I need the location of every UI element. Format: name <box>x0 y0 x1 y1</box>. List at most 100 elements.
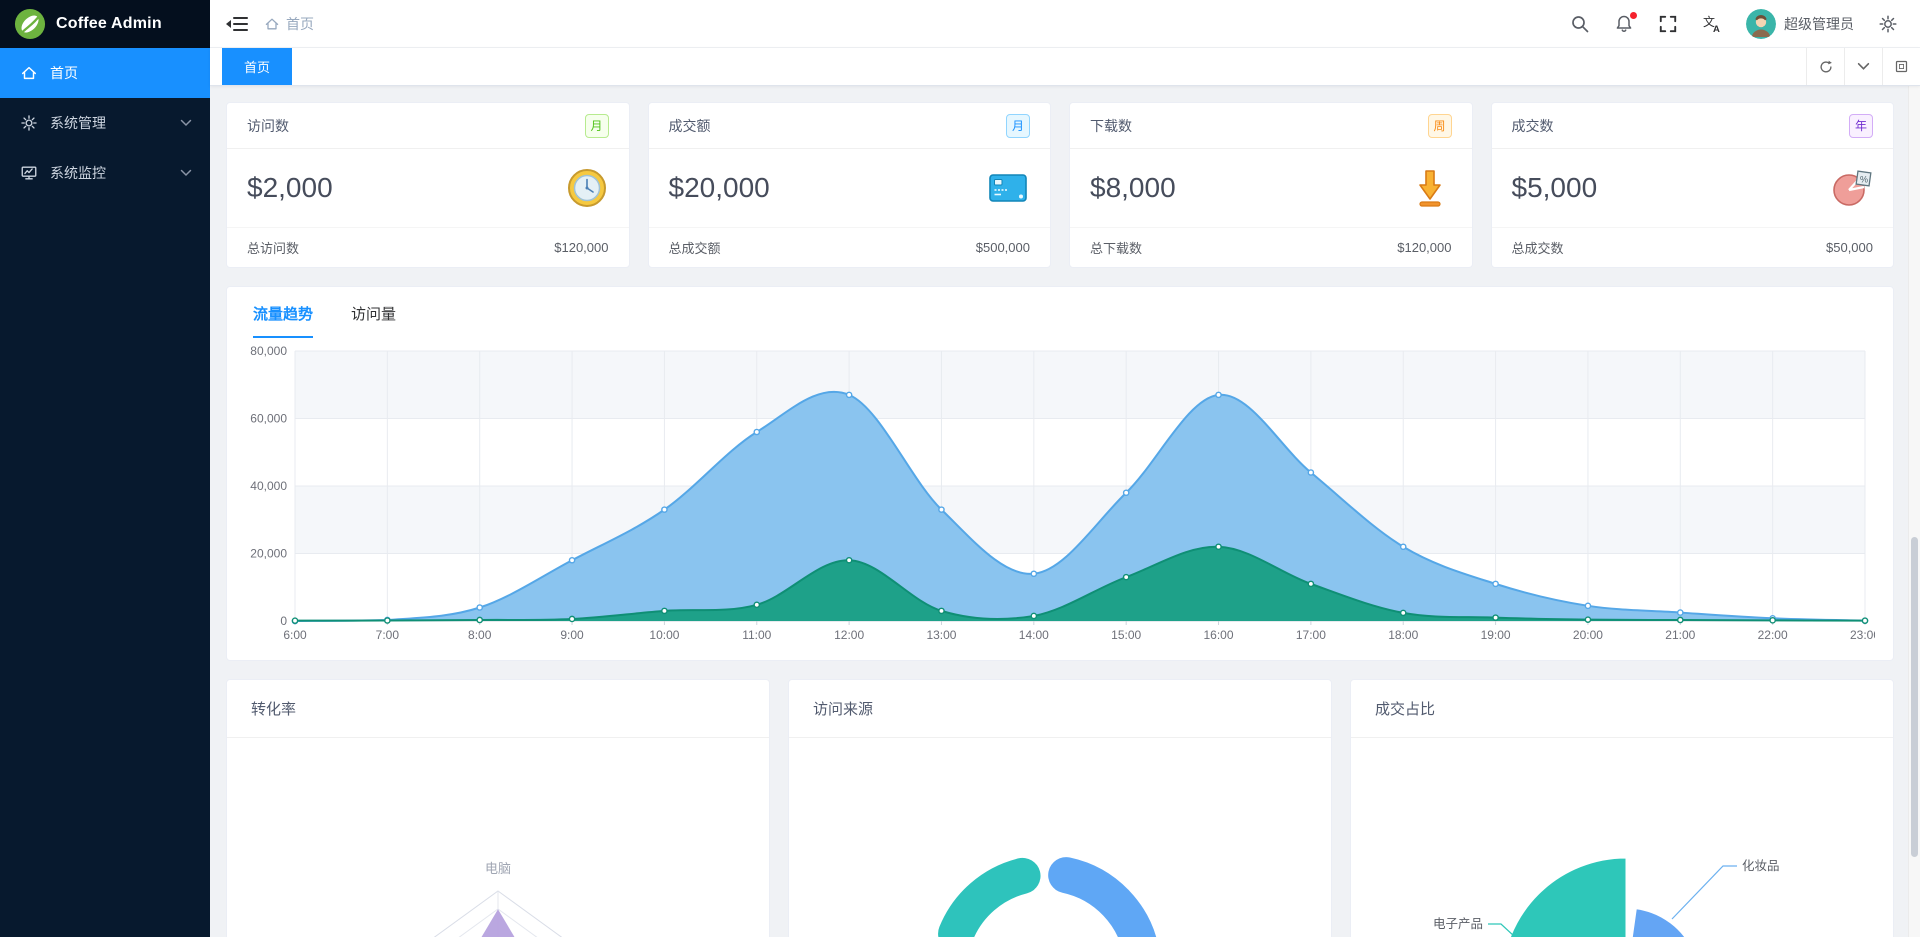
svg-text:9:00: 9:00 <box>560 628 584 642</box>
pie-icon: % <box>1833 170 1872 206</box>
svg-text:80,000: 80,000 <box>250 344 287 358</box>
svg-text:13:00: 13:00 <box>926 628 956 642</box>
svg-text:12:00: 12:00 <box>834 628 864 642</box>
svg-text:电脑: 电脑 <box>485 861 511 876</box>
svg-text:A: A <box>1713 24 1720 34</box>
svg-text:20,000: 20,000 <box>250 547 287 561</box>
content-column: 首页 <box>210 0 1920 937</box>
trend-tabs: 流量趋势 访问量 <box>247 301 1873 339</box>
svg-text:%: % <box>1860 175 1868 185</box>
sidebar: Coffee Admin 首页 系统管理 <box>0 0 210 937</box>
notification-bell[interactable] <box>1614 11 1637 34</box>
stat-footer-value: $120,000 <box>1397 240 1452 255</box>
area-chart: 0 20,000 40,000 60,000 80,000 6:00 7:00 8:00 9:0… <box>250 344 1880 642</box>
svg-text:19:00: 19:00 <box>1481 628 1511 642</box>
page-scrollbar[interactable] <box>1908 48 1920 937</box>
deal-share-card: 成交占比 化妆品电子产品 <box>1350 679 1894 937</box>
card-title: 成交占比 <box>1375 701 1436 718</box>
breadcrumb[interactable]: 首页 <box>264 14 314 34</box>
svg-text:10:00: 10:00 <box>649 628 679 642</box>
svg-text:18:00: 18:00 <box>1388 628 1418 642</box>
sidebar-item-system-monitor[interactable]: 系统监控 <box>0 148 210 198</box>
stat-value: $2,000 <box>247 172 333 203</box>
sidebar-menu: 首页 系统管理 <box>0 48 210 198</box>
logo[interactable]: Coffee Admin <box>0 0 210 48</box>
sidebar-item-label: 系统管理 <box>50 115 106 131</box>
download-icon <box>1418 170 1441 207</box>
stat-footer-value: $120,000 <box>554 240 609 255</box>
tabbar: 首页 <box>210 48 1920 86</box>
card-title: 访问来源 <box>813 701 874 718</box>
stat-footer-value: $50,000 <box>1826 240 1873 255</box>
settings-gear-icon[interactable] <box>1878 14 1898 34</box>
chevron-down-icon <box>1857 62 1870 70</box>
stat-footer-label: 总下载数 <box>1090 241 1143 256</box>
tab-label: 首页 <box>244 60 271 75</box>
chevron-down-icon <box>180 119 192 127</box>
tab-traffic-trend[interactable]: 流量趋势 <box>253 303 314 338</box>
radar-chart: 电脑耳机充电器 <box>433 861 563 937</box>
user-menu[interactable]: 超级管理员 <box>1746 8 1854 39</box>
username: 超级管理员 <box>1784 15 1854 32</box>
svg-text:14:00: 14:00 <box>1019 628 1049 642</box>
collapse-sidebar-icon[interactable] <box>226 15 248 33</box>
period-badge: 周 <box>1427 113 1452 138</box>
svg-text:8:00: 8:00 <box>468 628 492 642</box>
svg-text:0: 0 <box>280 614 287 628</box>
stat-title: 成交额 <box>668 117 711 134</box>
home-icon <box>265 18 279 29</box>
period-badge: 月 <box>584 113 609 138</box>
bank-card-icon <box>989 174 1027 202</box>
app-title: Coffee Admin <box>56 15 162 32</box>
tab-visits[interactable]: 访问量 <box>351 306 397 323</box>
tab-home[interactable]: 首页 <box>222 48 293 85</box>
svg-text:20:00: 20:00 <box>1573 628 1603 642</box>
svg-text:11:00: 11:00 <box>742 628 771 642</box>
bell-icon <box>1616 15 1632 32</box>
svg-text:化妆品: 化妆品 <box>1742 859 1780 873</box>
translate-icon[interactable]: 文 A <box>1702 14 1722 34</box>
stat-footer-label: 总成交数 <box>1511 241 1564 256</box>
sidebar-item-home[interactable]: 首页 <box>0 48 210 98</box>
svg-text:16:00: 16:00 <box>1204 628 1234 642</box>
stat-card-deals: 成交数 年 $5,000 % 总成交数 $50 <box>1490 102 1894 268</box>
maximize-content-button[interactable] <box>1882 48 1920 85</box>
maximize-icon <box>1895 60 1908 73</box>
search-icon[interactable] <box>1570 14 1590 34</box>
tab-controls <box>1806 48 1920 85</box>
chevron-down-icon <box>180 169 192 177</box>
topbar: 首页 <box>210 0 1920 48</box>
stat-footer-label: 总成交额 <box>668 241 721 256</box>
stat-value: $20,000 <box>668 172 770 203</box>
svg-text:7:00: 7:00 <box>376 628 400 642</box>
avatar <box>1746 8 1776 39</box>
sidebar-item-label: 首页 <box>50 65 78 81</box>
gear-icon <box>21 115 37 131</box>
refresh-icon <box>1819 60 1832 72</box>
svg-text:22:00: 22:00 <box>1758 628 1788 642</box>
svg-text:15:00: 15:00 <box>1111 628 1141 642</box>
fullscreen-icon[interactable] <box>1658 14 1678 34</box>
refresh-tab-button[interactable] <box>1806 48 1844 85</box>
stat-footer-label: 总访问数 <box>247 241 300 256</box>
tab-options-button[interactable] <box>1844 48 1882 85</box>
stat-card-downloads: 下载数 周 $8,000 总下载数 $120,000 <box>1069 102 1473 268</box>
spring-leaf-logo-icon <box>14 8 46 40</box>
period-badge: 年 <box>1849 113 1873 138</box>
monitor-icon <box>21 166 37 180</box>
stat-footer-value: $500,000 <box>975 240 1030 255</box>
home-icon <box>21 66 37 80</box>
stat-value: $5,000 <box>1511 172 1598 203</box>
stat-title: 下载数 <box>1090 117 1132 134</box>
stat-card-visits: 访问数 月 $2,000 总访问数 <box>226 102 630 268</box>
stat-card-turnover: 成交额 月 $20,000 <box>647 102 1051 268</box>
stat-cards-row: 访问数 月 $2,000 总访问数 <box>226 102 1894 268</box>
scrollbar-thumb[interactable] <box>1911 536 1918 857</box>
sidebar-item-system-management[interactable]: 系统管理 <box>0 98 210 148</box>
stat-title: 成交数 <box>1511 117 1554 134</box>
svg-text:电子产品: 电子产品 <box>1433 917 1483 931</box>
breadcrumb-item: 首页 <box>286 15 314 32</box>
stat-title: 访问数 <box>247 117 289 134</box>
sidebar-item-label: 系统监控 <box>50 165 106 181</box>
